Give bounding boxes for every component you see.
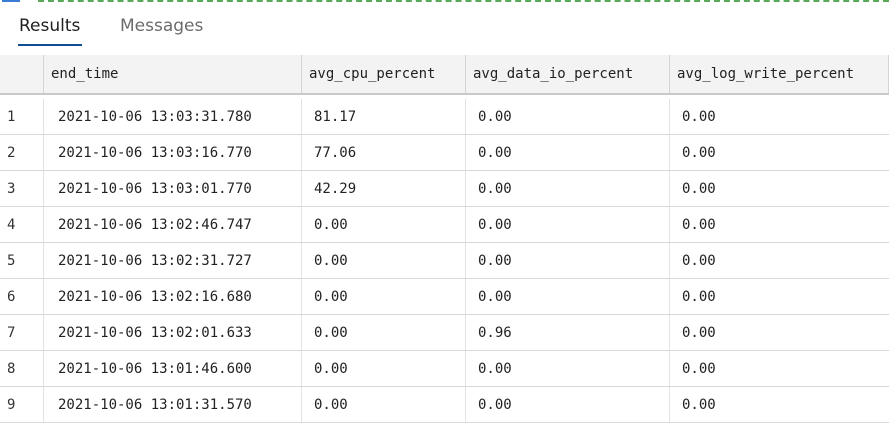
cell-avg-log-write-percent[interactable]: 0.00 <box>682 361 716 377</box>
table-row[interactable]: 5 2021-10-06 13:02:31.727 0.00 0.00 0.00 <box>0 243 889 279</box>
row-number[interactable]: 2 <box>0 135 44 170</box>
cell-end-time[interactable]: 2021-10-06 13:02:31.727 <box>44 243 302 278</box>
cell-avg-cpu-percent[interactable]: 0.00 <box>302 315 466 350</box>
cell-avg-data-io-percent[interactable]: 0.00 <box>466 279 670 314</box>
column-header-avg-log-write-percent[interactable]: avg_log_write_percent <box>670 55 889 93</box>
cell-avg-data-io-percent[interactable]: 0.00 <box>466 387 670 422</box>
cell-avg-log-write-percent[interactable]: 0.00 <box>682 109 716 125</box>
cell-end-time[interactable]: 2021-10-06 13:03:16.770 <box>44 135 302 170</box>
table-row[interactable]: 1 2021-10-06 13:03:31.780 81.17 0.00 0.00 <box>0 99 889 135</box>
grid-header: end_time avg_cpu_percent avg_data_io_per… <box>0 55 889 95</box>
cell-end-time[interactable]: 2021-10-06 13:03:31.780 <box>44 99 302 134</box>
cell-avg-log-write-percent[interactable]: 0.00 <box>682 145 716 161</box>
cell-avg-data-io-percent[interactable]: 0.00 <box>466 99 670 134</box>
cell-avg-log-write-percent[interactable]: 0.00 <box>682 325 716 341</box>
cell-avg-log-write-percent[interactable]: 0.00 <box>682 217 716 233</box>
cell-avg-data-io-percent[interactable]: 0.00 <box>466 171 670 206</box>
cell-avg-log-write-percent[interactable]: 0.00 <box>682 397 716 413</box>
column-header-avg-data-io-percent[interactable]: avg_data_io_percent <box>466 55 670 93</box>
active-tab-indicator <box>18 44 82 46</box>
tab-messages[interactable]: Messages <box>120 16 204 36</box>
cell-avg-data-io-percent[interactable]: 0.00 <box>466 351 670 386</box>
cell-avg-cpu-percent[interactable]: 0.00 <box>302 387 466 422</box>
cell-avg-log-write-percent[interactable]: 0.00 <box>682 289 716 305</box>
cell-avg-cpu-percent[interactable]: 0.00 <box>302 207 466 242</box>
cell-end-time[interactable]: 2021-10-06 13:02:46.747 <box>44 207 302 242</box>
cell-avg-data-io-percent[interactable]: 0.00 <box>466 135 670 170</box>
cell-avg-cpu-percent[interactable]: 77.06 <box>302 135 466 170</box>
row-number[interactable]: 7 <box>0 315 44 350</box>
column-header-end-time[interactable]: end_time <box>44 55 302 93</box>
cell-end-time[interactable]: 2021-10-06 13:01:31.570 <box>44 387 302 422</box>
cell-avg-data-io-percent[interactable]: 0.96 <box>466 315 670 350</box>
result-tabs: Results Messages <box>0 0 889 55</box>
column-header-avg-cpu-percent[interactable]: avg_cpu_percent <box>302 55 466 93</box>
cell-end-time[interactable]: 2021-10-06 13:02:16.680 <box>44 279 302 314</box>
cell-avg-cpu-percent[interactable]: 42.29 <box>302 171 466 206</box>
row-number[interactable]: 1 <box>0 99 44 134</box>
cell-avg-cpu-percent[interactable]: 81.17 <box>302 99 466 134</box>
row-number[interactable]: 5 <box>0 243 44 278</box>
row-number[interactable]: 6 <box>0 279 44 314</box>
cell-avg-cpu-percent[interactable]: 0.00 <box>302 243 466 278</box>
cell-avg-data-io-percent[interactable]: 0.00 <box>466 207 670 242</box>
tab-results[interactable]: Results <box>19 16 81 36</box>
editor-marker <box>2 0 20 4</box>
table-row[interactable]: 8 2021-10-06 13:01:46.600 0.00 0.00 0.00 <box>0 351 889 387</box>
cell-avg-cpu-percent[interactable]: 0.00 <box>302 351 466 386</box>
cell-end-time[interactable]: 2021-10-06 13:02:01.633 <box>44 315 302 350</box>
row-number[interactable]: 9 <box>0 387 44 422</box>
table-row[interactable]: 2 2021-10-06 13:03:16.770 77.06 0.00 0.00 <box>0 135 889 171</box>
cell-end-time[interactable]: 2021-10-06 13:01:46.600 <box>44 351 302 386</box>
row-number[interactable]: 3 <box>0 171 44 206</box>
results-grid: end_time avg_cpu_percent avg_data_io_per… <box>0 55 889 429</box>
table-row[interactable]: 9 2021-10-06 13:01:31.570 0.00 0.00 0.00 <box>0 387 889 423</box>
cell-avg-log-write-percent[interactable]: 0.00 <box>682 253 716 269</box>
cell-end-time[interactable]: 2021-10-06 13:03:01.770 <box>44 171 302 206</box>
cell-avg-data-io-percent[interactable]: 0.00 <box>466 243 670 278</box>
cell-avg-log-write-percent[interactable]: 0.00 <box>682 181 716 197</box>
row-number[interactable]: 8 <box>0 351 44 386</box>
table-row[interactable]: 6 2021-10-06 13:02:16.680 0.00 0.00 0.00 <box>0 279 889 315</box>
table-row[interactable]: 4 2021-10-06 13:02:46.747 0.00 0.00 0.00 <box>0 207 889 243</box>
row-number-header[interactable] <box>0 55 44 93</box>
cell-avg-cpu-percent[interactable]: 0.00 <box>302 279 466 314</box>
table-row[interactable]: 7 2021-10-06 13:02:01.633 0.00 0.96 0.00 <box>0 315 889 351</box>
editor-border <box>38 0 889 4</box>
table-row[interactable]: 3 2021-10-06 13:03:01.770 42.29 0.00 0.00 <box>0 171 889 207</box>
row-number[interactable]: 4 <box>0 207 44 242</box>
